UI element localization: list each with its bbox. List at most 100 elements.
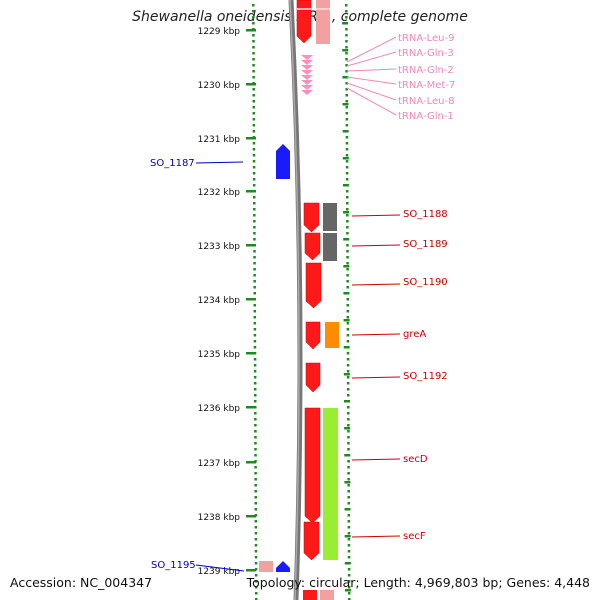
scale-dot bbox=[252, 46, 255, 49]
scale-dot bbox=[253, 268, 256, 271]
scale-dot bbox=[254, 424, 257, 427]
scale-dot bbox=[347, 586, 351, 589]
scale-dot bbox=[254, 586, 258, 589]
scale-dot bbox=[253, 292, 256, 295]
ruler-label: 1229 kbp bbox=[198, 27, 241, 37]
scale-dot bbox=[346, 262, 349, 265]
scale-dot bbox=[347, 448, 350, 451]
scale-dot bbox=[347, 514, 351, 517]
gene-label-leader bbox=[351, 333, 401, 336]
scale-major-tick bbox=[342, 76, 349, 79]
scale-dot bbox=[253, 250, 256, 253]
scale-dot bbox=[252, 76, 255, 79]
ruler-tick bbox=[246, 83, 256, 86]
scale-dot bbox=[252, 16, 255, 19]
scale-dot bbox=[347, 550, 351, 553]
scale-dot bbox=[253, 220, 256, 223]
trna-label: tRNA-Gln-1 bbox=[398, 111, 454, 122]
scale-major-tick bbox=[343, 211, 350, 214]
scale-dot bbox=[254, 430, 257, 433]
scale-dot bbox=[346, 214, 349, 217]
scale-dot bbox=[347, 502, 351, 505]
gene-arrow-reverse bbox=[276, 144, 290, 179]
scale-dot bbox=[347, 406, 350, 409]
gene-label-leader bbox=[351, 283, 401, 286]
ruler-label: 1234 kbp bbox=[198, 296, 241, 306]
ruler-label: 1237 kbp bbox=[198, 459, 241, 469]
scale-dot bbox=[254, 418, 257, 421]
scale-dot bbox=[345, 136, 349, 139]
ruler-tick bbox=[246, 244, 256, 247]
scale-dot bbox=[254, 400, 257, 403]
gene-features bbox=[259, 0, 339, 600]
scale-dot bbox=[254, 538, 258, 541]
scale-dot bbox=[346, 358, 350, 361]
scale-dot bbox=[347, 532, 351, 535]
cog-block-pseudo bbox=[316, 0, 330, 44]
scale-dot bbox=[347, 436, 350, 439]
scale-dot bbox=[254, 502, 258, 505]
gene-label-leader bbox=[195, 564, 245, 572]
gene-label: secD bbox=[403, 454, 428, 465]
scale-dot bbox=[254, 544, 258, 547]
scale-dot bbox=[252, 100, 255, 103]
scale-dot bbox=[345, 82, 348, 85]
trna-label-leader bbox=[346, 51, 397, 67]
scale-dot bbox=[347, 496, 350, 499]
scale-dot bbox=[345, 106, 349, 109]
scale-dot bbox=[345, 160, 349, 163]
scale-dot bbox=[254, 412, 257, 415]
scale-dot bbox=[253, 322, 257, 325]
gene-label-leader bbox=[351, 244, 401, 247]
scale-dot bbox=[345, 154, 349, 157]
scale-dot bbox=[347, 466, 350, 469]
scale-dot bbox=[345, 172, 349, 175]
scale-dot bbox=[346, 316, 350, 319]
scale-major-tick bbox=[343, 265, 350, 268]
scale-dot bbox=[254, 592, 258, 595]
ruler-label: 1235 kbp bbox=[198, 350, 241, 360]
scale-dot bbox=[347, 520, 351, 523]
cog-block-pseudo-highlight bbox=[316, 8, 330, 10]
scale-dot bbox=[345, 64, 348, 67]
scale-dot bbox=[347, 580, 351, 583]
gene-label: SO_1189 bbox=[403, 239, 448, 250]
gene-arrow-forward bbox=[303, 590, 317, 600]
scale-dot bbox=[253, 358, 257, 361]
scale-dot bbox=[253, 316, 257, 319]
trna-label: tRNA-Leu-9 bbox=[398, 33, 454, 44]
scale-dot bbox=[254, 580, 258, 583]
scale-dot bbox=[346, 274, 349, 277]
scale-major-tick bbox=[344, 535, 351, 538]
backbone-arc bbox=[288, 0, 303, 600]
scale-dot bbox=[346, 286, 349, 289]
scale-dot bbox=[345, 190, 349, 193]
scale-dot bbox=[252, 112, 256, 115]
scale-dot bbox=[253, 256, 256, 259]
scale-dot bbox=[346, 364, 350, 367]
scale-dot bbox=[254, 568, 258, 571]
gene-arrow-forward bbox=[304, 232, 321, 261]
gene-arrow-forward bbox=[305, 362, 321, 393]
scale-dot bbox=[253, 238, 256, 241]
scale-major-tick bbox=[342, 157, 349, 160]
scale-major-tick bbox=[343, 319, 350, 322]
scale-dot bbox=[254, 466, 257, 469]
cog-block-orange bbox=[325, 322, 339, 348]
scale-dot bbox=[254, 532, 258, 535]
scale-dot bbox=[253, 394, 257, 397]
ruler-tick bbox=[246, 569, 256, 572]
scale-dot bbox=[254, 508, 258, 511]
scale-dot bbox=[252, 106, 256, 109]
cog-block-pseudo bbox=[259, 561, 273, 572]
gene-label: SO_1195 bbox=[151, 560, 196, 571]
gene-arrow-forward bbox=[303, 521, 320, 561]
trna-label-leader bbox=[346, 76, 397, 85]
scale-dot bbox=[253, 226, 256, 229]
scale-dot bbox=[347, 592, 351, 595]
scale-dot bbox=[346, 394, 350, 397]
trna-arrow bbox=[301, 90, 313, 95]
scale-dot bbox=[345, 10, 348, 13]
trna-arrow bbox=[301, 70, 313, 75]
